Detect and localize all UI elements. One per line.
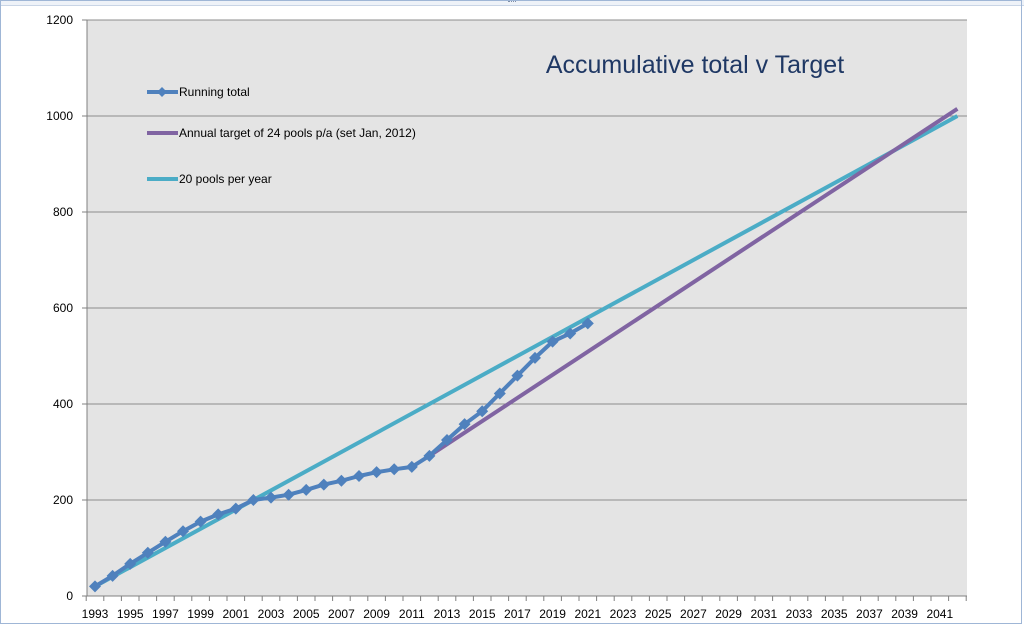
y-tick-label: 1200 <box>46 13 73 27</box>
x-tick-label: 2015 <box>469 607 496 621</box>
y-tick-label: 1000 <box>46 109 73 123</box>
data-point-marker <box>335 474 348 487</box>
gridlines <box>87 19 967 501</box>
x-tick-label: 2035 <box>821 607 848 621</box>
data-point-marker <box>317 478 330 491</box>
data-point-marker <box>124 557 137 570</box>
x-tick-label: 1995 <box>117 607 144 621</box>
data-point-marker <box>529 351 541 364</box>
x-tick-label: 2019 <box>539 607 566 621</box>
data-point-marker <box>141 546 154 559</box>
x-tick-label: 2023 <box>610 607 637 621</box>
legend-label: Annual target of 24 pools p/a (set Jan, … <box>179 126 416 140</box>
x-tick-label: 1999 <box>187 607 214 621</box>
x-tick-label: 2033 <box>786 607 813 621</box>
data-point-marker <box>106 569 119 582</box>
x-tick-label: 2039 <box>891 607 918 621</box>
data-point-marker <box>194 515 207 528</box>
x-tick-label: 2037 <box>856 607 883 621</box>
data-point-marker <box>493 387 506 400</box>
data-point-marker <box>229 502 242 515</box>
series-group <box>89 107 959 593</box>
legend-label: Running total <box>179 85 250 99</box>
data-point-marker <box>159 535 172 548</box>
x-tick-label: 1993 <box>82 607 109 621</box>
x-tick-label: 2001 <box>222 607 249 621</box>
x-tick-label: 2041 <box>926 607 953 621</box>
data-point-marker <box>212 508 225 521</box>
x-tick-label: 2013 <box>434 607 461 621</box>
data-point-marker <box>89 580 101 593</box>
x-tick-label: 2009 <box>363 607 390 621</box>
x-tick-label: 2031 <box>750 607 777 621</box>
data-point-marker <box>423 449 436 462</box>
x-tick-label: 2007 <box>328 607 355 621</box>
data-point-marker <box>177 525 189 538</box>
y-tick-label: 0 <box>66 589 73 603</box>
chart-title: Accumulative total v Target <box>546 51 844 79</box>
data-point-marker <box>282 488 295 501</box>
y-tick-label: 200 <box>53 493 73 507</box>
x-tick-label: 1997 <box>152 607 179 621</box>
data-point-marker <box>247 494 260 506</box>
resize-grip-icon[interactable] <box>508 1 516 4</box>
legend: Running total Annual target of 24 pools p… <box>147 85 416 186</box>
y-tick-label: 800 <box>53 205 73 219</box>
data-point-marker <box>300 483 313 496</box>
data-point-marker <box>564 327 577 340</box>
x-tick-label: 2029 <box>715 607 742 621</box>
data-point-marker <box>265 491 277 504</box>
x-tick-label: 2027 <box>680 607 707 621</box>
data-point-marker <box>458 418 471 431</box>
x-tick-label: 2005 <box>293 607 320 621</box>
x-tick-label: 2017 <box>504 607 531 621</box>
x-tick-label: 2025 <box>645 607 672 621</box>
x-tick-label: 2021 <box>574 607 601 621</box>
data-point-marker <box>370 466 383 479</box>
data-point-marker <box>441 434 453 446</box>
y-tick-label: 400 <box>53 397 73 411</box>
data-point-marker <box>511 369 524 382</box>
data-point-marker <box>405 460 418 473</box>
x-axis-ticks: 1993 1995 1997 1999 2001 2003 2005 2007 2009 2011… <box>82 596 967 621</box>
data-point-marker <box>476 405 489 418</box>
data-point-marker <box>581 317 594 330</box>
x-tick-label: 2003 <box>258 607 285 621</box>
window-top-edge <box>0 0 1024 6</box>
series-line-1 <box>428 107 959 458</box>
legend-marker <box>157 87 167 97</box>
legend-label: 20 pools per year <box>179 172 272 186</box>
x-tick-label: 2011 <box>399 607 425 621</box>
data-point-marker <box>388 463 401 476</box>
data-point-marker <box>546 335 559 348</box>
y-tick-label: 600 <box>53 301 73 315</box>
data-point-marker <box>353 470 365 482</box>
y-axis-ticks: 0 200 400 600 800 1000 1200 <box>46 13 87 603</box>
